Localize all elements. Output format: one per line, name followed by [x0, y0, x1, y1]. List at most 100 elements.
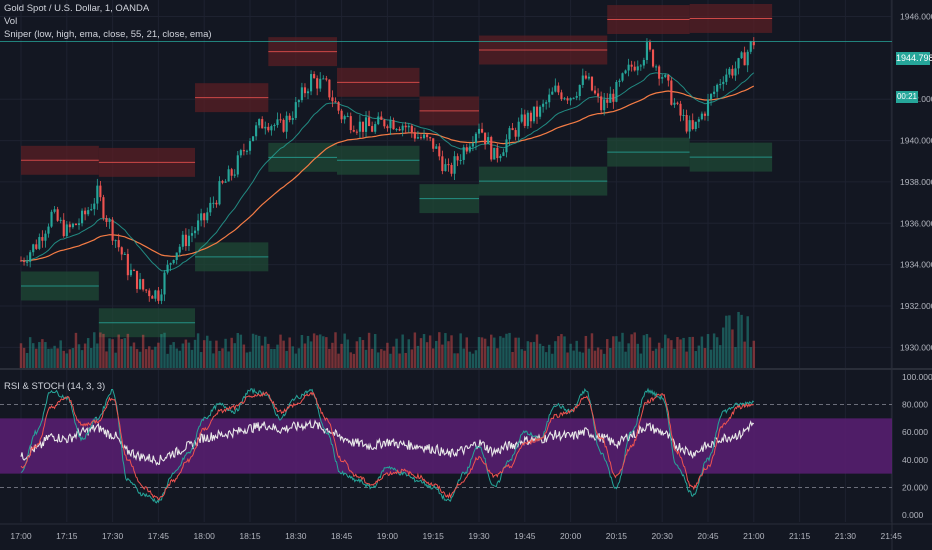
- volume-bar: [700, 336, 704, 368]
- time-tick-label: 17:00: [10, 531, 32, 541]
- candle-body: [471, 143, 474, 147]
- candle-body: [212, 202, 215, 204]
- candle-body: [535, 106, 539, 117]
- candle-body: [749, 41, 752, 52]
- time-tick-label: 19:15: [423, 531, 445, 541]
- candle-body: [154, 290, 157, 299]
- volume-bar: [221, 348, 224, 368]
- volume-bar: [114, 352, 117, 368]
- candle-body: [737, 58, 740, 69]
- volume-bar: [526, 341, 530, 368]
- volume-bar: [624, 351, 627, 368]
- candle-body: [215, 202, 218, 205]
- candle-body: [575, 96, 578, 98]
- candle-body: [664, 74, 667, 78]
- volume-bar: [489, 334, 493, 368]
- volume-bar: [294, 353, 298, 368]
- candle-body: [90, 209, 93, 211]
- candle-body: [404, 125, 407, 128]
- volume-bar: [575, 340, 578, 368]
- volume-bar: [187, 342, 191, 368]
- candle-body: [221, 181, 224, 183]
- candle-body: [691, 120, 694, 130]
- candle-body: [203, 213, 206, 221]
- series-pct-d-line: [20, 391, 754, 501]
- candle-body: [670, 80, 673, 105]
- candle-body: [111, 219, 114, 241]
- candle-body: [700, 113, 703, 120]
- volume-bar: [593, 350, 597, 368]
- volume-bar: [141, 334, 145, 368]
- candle-body: [184, 234, 187, 247]
- candle-body: [325, 78, 328, 80]
- candle-body: [542, 103, 545, 107]
- candle-body: [50, 211, 53, 227]
- volume-bar: [202, 340, 206, 368]
- candle-body: [468, 146, 471, 152]
- volume-bar: [135, 349, 139, 368]
- volume-bar: [267, 343, 270, 368]
- candle-body: [123, 253, 126, 255]
- candle-body: [496, 147, 499, 159]
- volume-bar: [270, 348, 273, 368]
- volume-bar: [160, 334, 163, 368]
- candle-body: [713, 91, 716, 95]
- candle-body: [117, 240, 120, 248]
- volume-bar: [242, 344, 246, 368]
- volume-bar: [53, 345, 56, 368]
- candle-body: [694, 121, 697, 130]
- volume-bar: [31, 343, 35, 368]
- volume-bar: [199, 352, 203, 368]
- candle-body: [285, 115, 288, 132]
- volume-bars: [19, 311, 756, 368]
- volume-bar: [706, 334, 710, 368]
- volume-bar: [551, 353, 554, 368]
- candle-body: [493, 147, 496, 160]
- volume-bar: [297, 348, 301, 368]
- volume-bar: [618, 341, 621, 368]
- volume-bar: [615, 336, 618, 368]
- candle-body: [65, 224, 68, 237]
- candle-body: [477, 128, 481, 134]
- candle-body: [401, 125, 404, 131]
- volume-bar: [752, 340, 756, 368]
- symbol-title: Gold Spot / U.S. Dollar, 1, OANDA: [4, 3, 150, 14]
- time-axis: 17:00 17:15 17:30 17:45 18:00 18:15 18:30 18:45…: [10, 531, 902, 541]
- candle-body: [743, 52, 746, 66]
- time-tick-label: 21:45: [881, 531, 903, 541]
- volume-bar: [331, 342, 334, 368]
- last-price-value: 1944.798: [896, 53, 932, 63]
- candle-body: [578, 84, 581, 97]
- candle-body: [267, 126, 270, 131]
- volume-bar: [667, 338, 670, 368]
- candle-body: [462, 147, 465, 160]
- volume-bar: [71, 348, 75, 368]
- rsi-zone: [0, 418, 892, 474]
- candle-body: [419, 137, 423, 139]
- candle-body: [505, 139, 508, 153]
- candle-body: [331, 97, 334, 102]
- candle-body: [102, 197, 105, 219]
- volume-bar: [444, 333, 447, 368]
- candle-body: [676, 102, 679, 104]
- volume-bar: [480, 337, 484, 368]
- volume-bar: [416, 345, 420, 368]
- candle-body: [297, 100, 300, 103]
- candle-body: [395, 129, 398, 131]
- candle-body: [200, 213, 203, 221]
- candle-body: [618, 80, 621, 82]
- volume-bar: [438, 332, 441, 368]
- candle-body: [554, 85, 557, 92]
- candle-body: [658, 66, 661, 79]
- volume-bar: [325, 337, 328, 368]
- volume-bar: [279, 334, 282, 368]
- rsi-legend: RSI & STOCH (14, 3, 3): [4, 381, 106, 392]
- volume-bar: [361, 340, 365, 368]
- ema-slow-line: [21, 85, 755, 262]
- volume-bar: [340, 343, 343, 368]
- candle-body: [148, 290, 151, 297]
- volume-bar: [47, 348, 50, 368]
- volume-bar: [380, 349, 383, 368]
- candle-body: [132, 269, 136, 271]
